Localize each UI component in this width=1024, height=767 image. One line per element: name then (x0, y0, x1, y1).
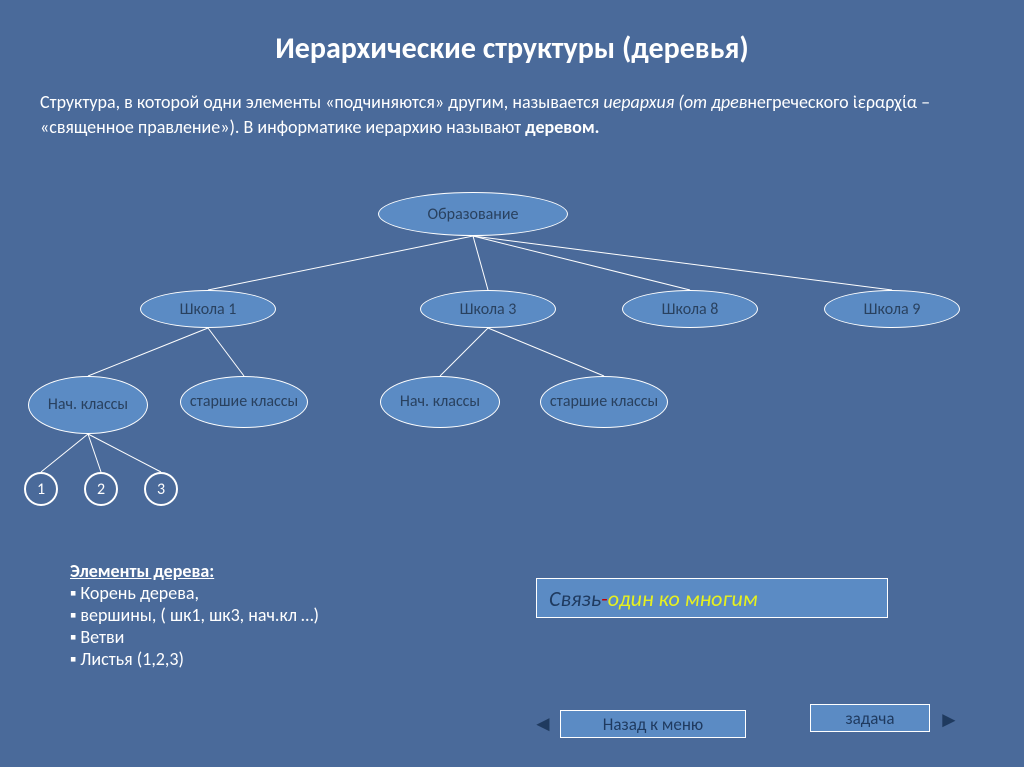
tree-node-sch3: Школа 3 (420, 290, 556, 328)
intro-part1: Структура, в которой одни элементы «подч… (40, 91, 603, 113)
task-button[interactable]: задача (810, 704, 930, 732)
elements-item: Корень дерева, (70, 582, 319, 604)
tree-node-root: Образование (378, 192, 568, 236)
arrow-left-icon[interactable]: ◄ (532, 710, 554, 737)
back-to-menu-button[interactable]: Назад к меню (560, 710, 746, 738)
arrow-right-icon[interactable]: ► (938, 706, 960, 733)
elements-list: Корень дерева,вершины, ( шк1, шк3, нач.к… (70, 582, 319, 670)
intro-text: Структура, в которой одни элементы «подч… (40, 90, 984, 140)
relation-word1: Связь (549, 585, 601, 612)
intro-part4-bold: деревом. (525, 116, 599, 138)
intro-part2-italic: иерархия (от древ (603, 91, 747, 113)
tree-leaf-c3: 3 (144, 472, 178, 506)
tree-node-sch1: Школа 1 (140, 290, 276, 328)
elements-item: вершины, ( шк1, шк3, нач.кл …) (70, 604, 319, 626)
relation-word2: - (601, 585, 608, 612)
tree-node-sch9: Школа 9 (824, 290, 960, 328)
relation-box: Связь- один ко многим (536, 578, 888, 618)
elements-header: Элементы дерева: (70, 560, 319, 582)
page-title: Иерархические структуры (деревья) (0, 30, 1024, 67)
elements-item: Листья (1,2,3) (70, 648, 319, 670)
tree-node-s1n: Нач. классы (28, 376, 148, 434)
elements-item: Ветви (70, 626, 319, 648)
tree-node-sch8: Школа 8 (622, 290, 758, 328)
tree-node-s3s: старшие классы (540, 376, 668, 428)
tree-leaf-c2: 2 (84, 472, 118, 506)
tree-node-s1s: старшие классы (180, 376, 308, 428)
tree-elements-legend: Элементы дерева: Корень дерева,вершины, … (70, 560, 319, 670)
relation-word3: один ко многим (608, 585, 758, 612)
tree-leaf-c1: 1 (24, 472, 58, 506)
tree-node-s3n: Нач. классы (380, 376, 500, 428)
